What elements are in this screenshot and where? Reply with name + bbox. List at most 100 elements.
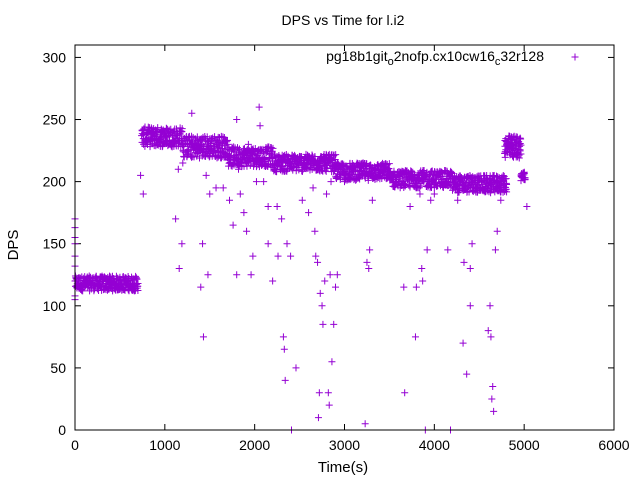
data-point <box>459 339 467 347</box>
data-point <box>283 240 291 248</box>
data-point <box>233 116 241 124</box>
data-point <box>250 149 258 157</box>
data-point <box>466 265 474 273</box>
data-point <box>411 333 419 341</box>
data-point <box>269 144 277 152</box>
data-point <box>298 196 306 204</box>
data-point <box>361 420 369 428</box>
data-point <box>214 141 222 149</box>
x-tick-label: 2000 <box>239 437 270 453</box>
data-point <box>427 196 435 204</box>
x-tick-label: 3000 <box>329 437 360 453</box>
legend-subscript: c <box>495 56 501 68</box>
data-point <box>502 183 510 191</box>
data-point <box>454 196 462 204</box>
x-axis-label: Time(s) <box>318 459 368 476</box>
data-point <box>363 258 371 266</box>
data-point <box>255 103 263 111</box>
data-point <box>493 227 501 235</box>
data-point <box>515 154 523 162</box>
legend-text: pg18b1git <box>326 48 388 64</box>
data-point <box>341 178 348 186</box>
x-tick-label: 5000 <box>509 437 540 453</box>
data-point <box>314 258 322 266</box>
data-point <box>240 209 248 217</box>
data-point <box>248 146 256 154</box>
data-point <box>172 215 180 223</box>
data-point <box>460 258 468 266</box>
tick-marks <box>74 45 615 431</box>
data-point <box>442 167 450 175</box>
tick-labels: 0 1000 2000 3000 4000 5000 6000 0 50 100 150 200 250… <box>43 49 630 453</box>
data-point <box>249 252 257 260</box>
data-point <box>260 178 268 186</box>
data-point <box>189 153 197 161</box>
data-point <box>199 240 207 248</box>
data-point <box>418 265 426 273</box>
data-point <box>447 169 455 177</box>
data-point <box>139 190 147 198</box>
legend-text: 2nofp.cx10cw16 <box>394 48 495 64</box>
data-point <box>134 282 142 290</box>
y-tick-label: 200 <box>43 174 67 190</box>
data-point <box>401 180 409 188</box>
x-tick-label: 4000 <box>419 437 450 453</box>
data-point <box>366 246 374 254</box>
data-point <box>264 202 272 210</box>
data-point <box>224 140 232 148</box>
data-point <box>406 202 414 210</box>
legend-marker-plus <box>571 53 579 61</box>
data-point <box>178 240 186 248</box>
data-point <box>188 132 196 140</box>
data-point <box>328 358 336 366</box>
y-tick-label: 300 <box>43 49 67 65</box>
data-point <box>488 395 496 403</box>
data-point <box>175 265 183 273</box>
data-point <box>463 370 471 378</box>
data-point <box>210 147 218 155</box>
data-point <box>330 320 338 328</box>
data-point <box>268 147 276 155</box>
data-point <box>247 271 255 279</box>
data-point <box>385 160 393 168</box>
data-point <box>312 252 320 260</box>
data-point <box>323 190 331 198</box>
data-point <box>212 184 220 192</box>
data-point <box>503 188 511 196</box>
data-point <box>490 407 498 415</box>
y-tick-label: 50 <box>50 360 66 376</box>
chart-title: DPS vs Time for l.i2 <box>282 12 405 28</box>
data-point <box>233 271 241 279</box>
data-point <box>325 401 333 409</box>
data-point <box>137 171 145 179</box>
data-point <box>311 227 319 235</box>
x-tick-label: 0 <box>71 437 79 453</box>
data-point <box>204 151 212 159</box>
data-point <box>274 252 282 260</box>
data-point <box>289 166 297 174</box>
data-point <box>219 184 227 192</box>
data-point <box>319 320 327 328</box>
data-point <box>487 333 495 341</box>
data-points <box>71 103 531 434</box>
data-point <box>468 240 476 248</box>
y-tick-label: 150 <box>43 236 67 252</box>
data-point <box>280 345 288 353</box>
data-point <box>497 196 505 204</box>
data-point <box>188 109 196 117</box>
data-point <box>305 209 313 217</box>
y-tick-label: 250 <box>43 112 67 128</box>
data-point <box>465 188 473 196</box>
data-point <box>197 283 205 291</box>
data-point <box>234 165 242 173</box>
x-tick-label: 6000 <box>598 437 629 453</box>
y-tick-label: 100 <box>43 298 67 314</box>
data-point <box>316 289 324 297</box>
data-point <box>324 389 332 397</box>
data-point <box>520 170 528 178</box>
x-tick-label: 1000 <box>149 437 180 453</box>
y-tick-label: 0 <box>58 422 66 438</box>
data-point <box>430 190 438 198</box>
data-point <box>521 174 529 182</box>
